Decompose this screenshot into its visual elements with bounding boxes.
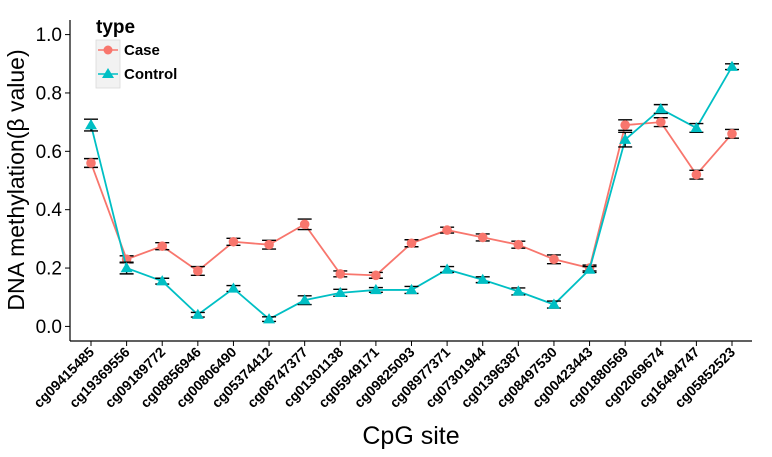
data-point (263, 313, 276, 324)
data-point (405, 283, 418, 295)
data-point (264, 239, 274, 250)
data-point (441, 263, 454, 274)
y-axis-label: DNA methylation(β value) (3, 49, 29, 310)
data-point (727, 129, 737, 139)
y-tick-label: 0.6 (36, 142, 62, 163)
data-point (691, 169, 702, 180)
data-point (690, 121, 703, 133)
data-point (371, 270, 381, 281)
y-tick-label: 1.0 (36, 25, 62, 46)
data-point (406, 238, 417, 249)
data-point (619, 133, 632, 144)
data-point (157, 241, 168, 251)
y-tick-label: 0.2 (36, 259, 62, 280)
y-ticks: 0.0 0.2 0.4 0.6 0.8 1.0 (36, 25, 70, 338)
data-point (547, 298, 560, 309)
data-point (512, 285, 525, 296)
series-line-control (90, 66, 733, 321)
series-layer (84, 60, 739, 324)
data-point (85, 119, 97, 130)
x-ticks: cg09415485cg19369556cg09189772cg08856946… (30, 341, 738, 411)
data-point (298, 294, 311, 305)
data-point (299, 219, 310, 230)
data-point (549, 254, 559, 265)
data-point (156, 275, 169, 286)
data-point (655, 117, 666, 127)
series-case (84, 117, 739, 281)
data-point (476, 273, 489, 284)
legend-entry-control: Control (98, 66, 177, 83)
data-point (442, 225, 452, 235)
y-tick-label: 0.4 (36, 200, 63, 221)
data-point (120, 262, 133, 273)
data-point (369, 283, 382, 295)
data-point (335, 269, 346, 279)
data-point (477, 232, 488, 243)
data-point (191, 308, 204, 319)
data-point (726, 60, 738, 71)
data-point (86, 158, 96, 168)
data-point (227, 282, 240, 293)
series-line-case (90, 121, 733, 277)
legend-case-label: Case (124, 42, 160, 59)
legend-title: type (96, 17, 135, 38)
y-tick-label: 0.8 (36, 83, 62, 104)
data-point (654, 103, 667, 114)
legend-entry-case: Case (98, 42, 160, 59)
data-point (620, 120, 630, 130)
data-point (583, 263, 596, 274)
legend-control-label: Control (124, 66, 177, 83)
legend: type Case Control (95, 17, 177, 89)
data-point (334, 286, 347, 298)
legend-case-marker (103, 45, 113, 55)
data-point (513, 239, 524, 250)
series-control (84, 60, 739, 324)
x-axis-label: CpG site (362, 422, 459, 450)
y-tick-label: 0.0 (36, 317, 62, 338)
data-point (193, 266, 203, 276)
data-point (228, 236, 239, 247)
legend-control-marker (102, 68, 114, 78)
